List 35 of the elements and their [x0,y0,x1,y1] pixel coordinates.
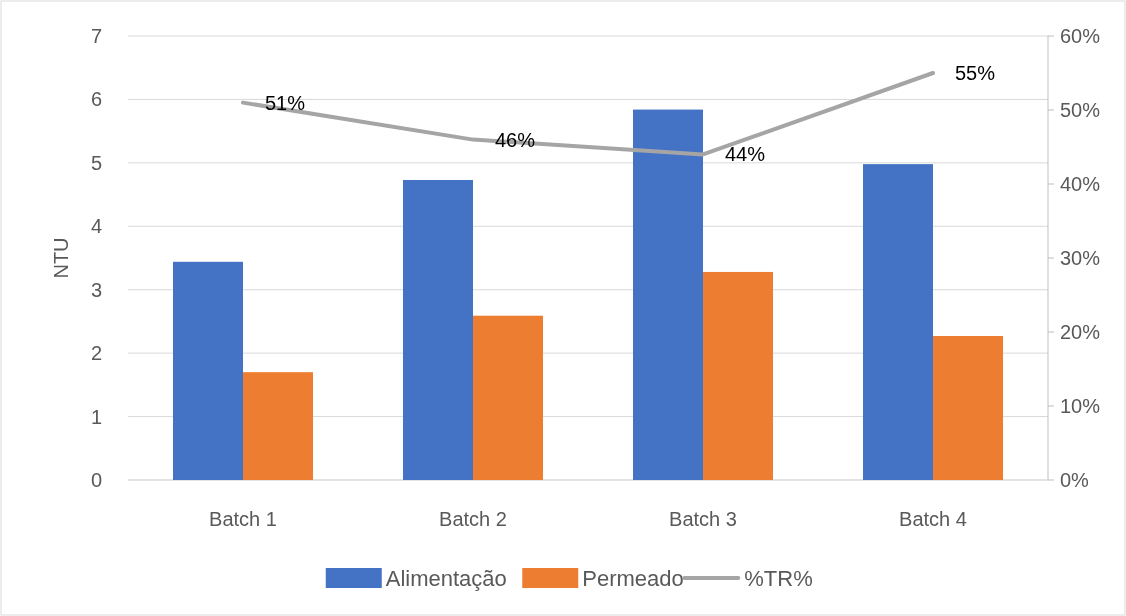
y2-tick-label: 50% [1060,99,1101,121]
bar [863,164,933,480]
x-tick-label: Batch 3 [669,508,737,530]
bar [173,261,243,480]
bar [633,109,703,480]
y2-tick-label: 40% [1060,173,1101,195]
y-tick-label: 4 [90,215,102,238]
x-tick-label: Batch 1 [209,508,277,530]
y2-tick-label: 20% [1060,321,1101,343]
bar [933,336,1003,480]
data-label: 44% [724,143,766,166]
y2-tick-label: 60% [1060,25,1101,47]
y-tick-label: 7 [90,25,102,47]
y-tick-label: 2 [90,342,102,365]
legend-label: Permeado [582,566,684,591]
y-tick-label: 6 [90,88,102,111]
bar [703,271,773,480]
y-tick-label: 5 [90,151,102,174]
y2-tick-label: 0% [1060,469,1090,491]
data-label: 55% [954,62,996,84]
legend-label: %TR% [744,566,813,591]
y-tick-label: 1 [90,405,102,428]
y-axis-title: NTU [50,237,72,279]
y-tick-label: 3 [90,278,102,301]
data-label: 46% [494,128,536,151]
y2-tick-label: 30% [1060,247,1101,269]
x-tick-label: Batch 2 [439,508,507,530]
bar [243,372,313,480]
y-tick-label: 0 [90,469,102,491]
y2-tick-label: 10% [1060,395,1101,417]
x-tick-label: Batch 4 [899,508,967,530]
bar [473,315,543,480]
legend-label: Alimentação [385,566,507,591]
bar [403,179,473,480]
data-label: 51% [264,91,306,114]
